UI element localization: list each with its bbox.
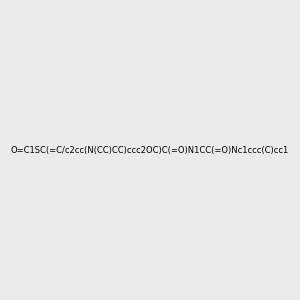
Text: O=C1SC(=C/c2cc(N(CC)CC)ccc2OC)C(=O)N1CC(=O)Nc1ccc(C)cc1: O=C1SC(=C/c2cc(N(CC)CC)ccc2OC)C(=O)N1CC(… xyxy=(11,146,289,154)
